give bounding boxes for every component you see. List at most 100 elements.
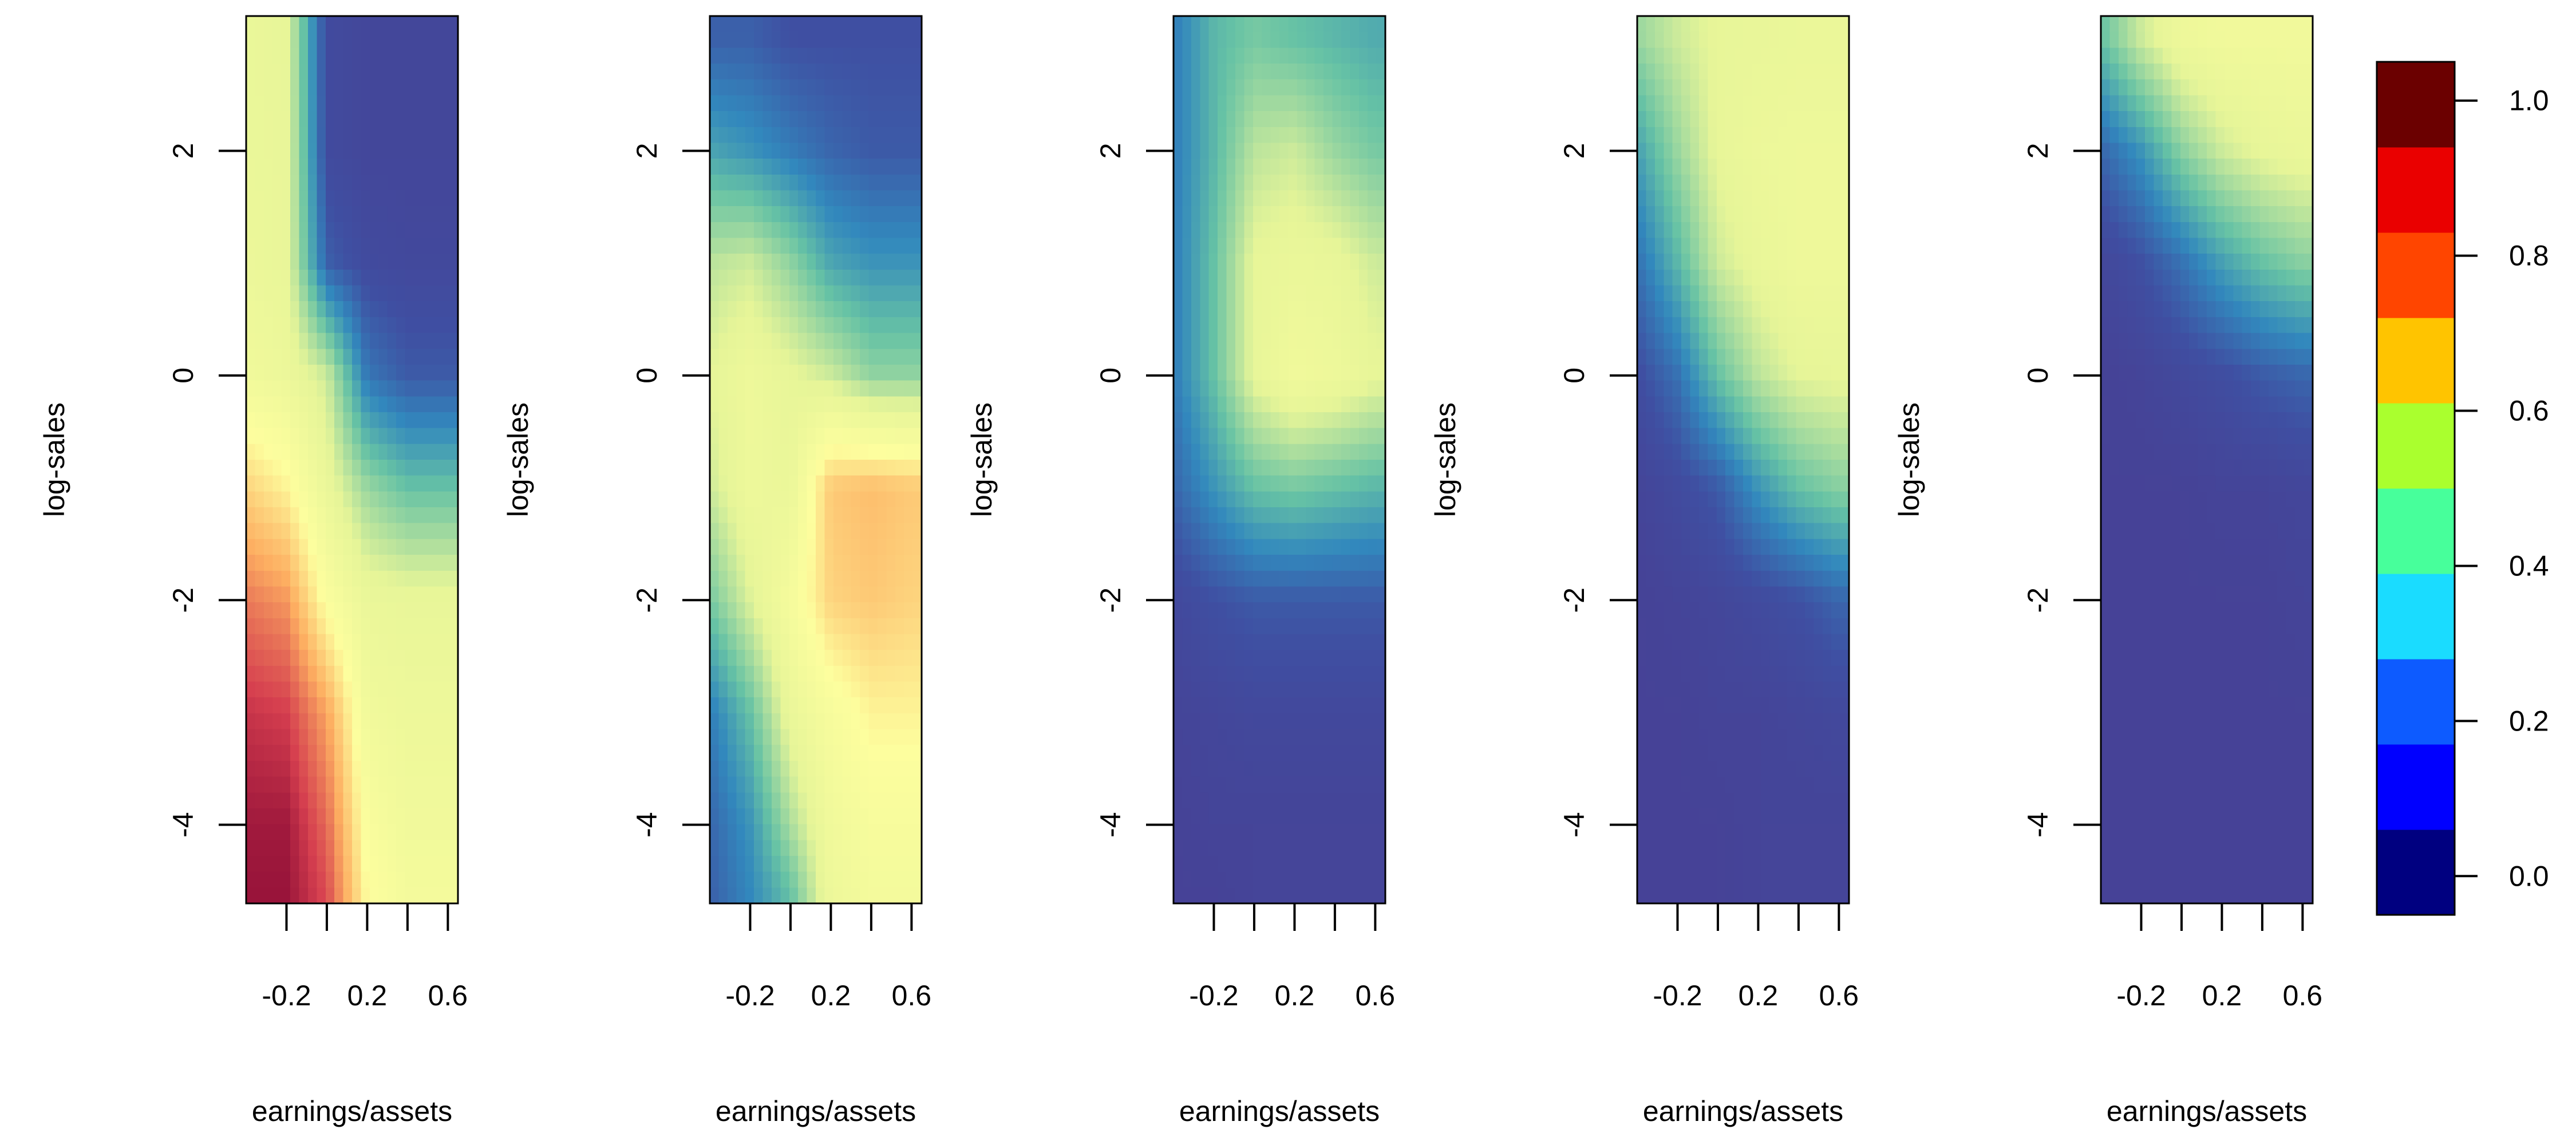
heatmap-cell [431,681,441,698]
heatmap-cell [816,840,825,856]
heatmap-cell [334,111,344,128]
heatmap-cell [895,159,904,175]
heatmap-cell [860,586,870,603]
heatmap-cell [1218,333,1227,349]
heatmap-cell [886,650,896,666]
heatmap-cell [860,887,870,904]
heatmap-cell [1831,428,1841,444]
heatmap-cell [798,301,808,318]
heatmap-cell [1288,317,1298,334]
heatmap-cell [877,665,887,682]
heatmap-cell [1752,364,1761,381]
heatmap-cell [1270,586,1280,603]
heatmap-cell [816,618,825,635]
heatmap-cell [895,333,904,349]
heatmap-cell [405,840,414,856]
heatmap-cell [1191,143,1200,159]
heatmap-cell [413,650,423,666]
heatmap-cell [1734,190,1744,207]
heatmap-cell [718,602,728,619]
heatmap-cell [1637,16,1647,33]
heatmap-cell [718,491,728,508]
heatmap-cell [1725,16,1735,33]
heatmap-cell [1208,792,1218,809]
heatmap-cell [1698,317,1708,334]
heatmap-cell [1831,444,1841,460]
heatmap-cell [1708,602,1717,619]
heatmap-cell [396,729,406,745]
heatmap-cell [325,729,335,745]
heatmap-cell [290,64,300,80]
heatmap-cell [1341,31,1350,48]
heatmap-cell [1218,238,1227,254]
heatmap-cell [710,16,720,33]
heatmap-cell [334,206,344,223]
heatmap-cell [263,681,273,698]
heatmap-cell [1350,396,1360,413]
heatmap-cell [422,364,432,381]
heatmap-cell [762,269,772,286]
heatmap-cell [246,31,256,48]
heatmap-cell [833,79,843,96]
heatmap-cell [1306,16,1315,33]
heatmap-cell [718,570,728,587]
heatmap-cell [246,808,256,825]
heatmap-cell [1306,333,1315,349]
heatmap-cell [754,143,764,159]
heatmap-cell [317,317,326,334]
heatmap-cell [1654,364,1664,381]
heatmap-cell [1270,460,1280,476]
heatmap-cell [405,159,414,175]
heatmap-cell [798,206,808,223]
heatmap-cell [352,238,362,254]
heatmap-cell [1358,301,1368,318]
heatmap-cell [895,491,904,508]
heatmap-cell [343,697,353,714]
heatmap-cell [1698,301,1708,318]
heatmap-cell [1208,349,1218,365]
heatmap-cell [1323,491,1333,508]
heatmap-cell [1208,364,1218,381]
heatmap-cell [1664,586,1673,603]
heatmap-cell [1323,618,1333,635]
heatmap-cell [1769,523,1779,539]
heatmap-cell [754,792,764,809]
heatmap-cell [317,618,326,635]
heatmap-cell [1637,586,1647,603]
heatmap-cell [413,444,423,460]
heatmap-cell [877,713,887,730]
heatmap-cell [1368,16,1377,33]
heatmap-cell [860,95,870,112]
heatmap-cell [405,650,414,666]
heatmap-cell [1376,254,1386,270]
heatmap-cell [1341,460,1350,476]
heatmap-cell [895,586,904,603]
heatmap-cell [851,174,860,191]
heatmap-cell [1235,349,1244,365]
heatmap-cell [1244,143,1254,159]
heatmap-cell [1208,222,1218,239]
heatmap-cell [1262,697,1271,714]
heatmap-cell [1174,174,1183,191]
heatmap-cell [780,555,790,571]
heatmap-cell [387,222,397,239]
heatmap-cell [396,539,406,555]
heatmap-cell [762,808,772,825]
heatmap-cell [1235,618,1244,635]
heatmap-cell [886,539,896,555]
heatmap-cell [369,127,379,144]
heatmap-cell [1191,634,1200,650]
heatmap-cell [1725,396,1735,413]
heatmap-cell [307,824,317,840]
heatmap-cell [1191,855,1200,872]
heatmap-cell [1376,475,1386,492]
heatmap-cell [1218,222,1227,239]
heatmap-cell [727,269,737,286]
heatmap-cell [1664,127,1673,144]
heatmap-cell [1698,143,1708,159]
heatmap-cell [1306,507,1315,524]
heatmap-cell [263,380,273,397]
heatmap-cell [263,555,273,571]
heatmap-cell [1376,729,1386,745]
heatmap-cell [745,349,754,365]
